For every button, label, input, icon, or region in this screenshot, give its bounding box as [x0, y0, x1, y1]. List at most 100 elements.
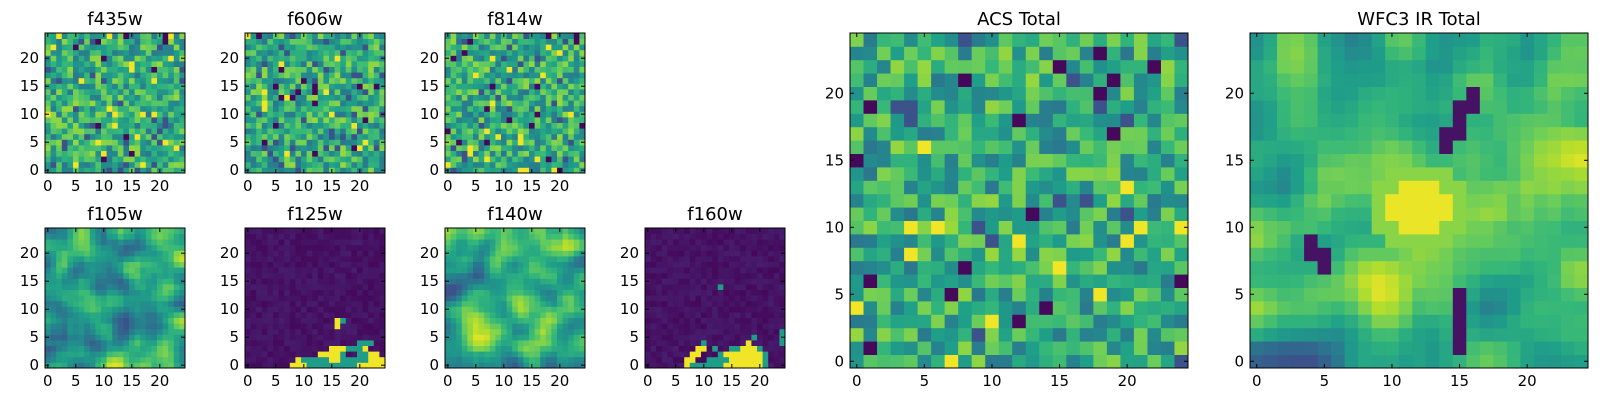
heatmap-cell: [645, 351, 651, 358]
heatmap-cell: [289, 300, 296, 307]
heatmap-cell: [289, 83, 296, 90]
heatmap-cell: [461, 145, 468, 151]
heatmap-cell: [461, 167, 468, 174]
heatmap-cell: [529, 161, 535, 168]
x-tick-label: 5: [71, 372, 81, 390]
heatmap-cell: [545, 284, 552, 290]
heatmap-cell: [540, 128, 547, 135]
heatmap-cell: [379, 161, 386, 168]
heatmap-cell: [301, 340, 307, 346]
heatmap-cell: [129, 334, 135, 341]
heatmap-cell: [56, 105, 63, 112]
heatmap-cell: [850, 167, 864, 181]
heatmap-cell: [334, 150, 341, 157]
heatmap-cell: [467, 156, 474, 163]
plot-frame: [44, 32, 186, 174]
heatmap-cell: [523, 244, 530, 251]
heatmap-cell: [317, 61, 324, 67]
heatmap-cell: [78, 161, 85, 168]
heatmap-cell: [162, 328, 169, 335]
heatmap-cell: [351, 351, 358, 358]
heatmap-cell: [145, 278, 152, 285]
heatmap-cell: [944, 220, 959, 235]
heatmap-cell: [67, 228, 74, 234]
heatmap-cell: [958, 247, 973, 262]
heatmap-cell: [678, 356, 685, 363]
heatmap-cell: [306, 356, 313, 363]
heatmap-cell: [106, 351, 113, 358]
heatmap-cell: [95, 312, 102, 318]
heatmap-cell: [134, 161, 141, 168]
heatmap-cell: [362, 256, 369, 262]
heatmap-cell: [484, 295, 491, 302]
heatmap-cell: [284, 261, 291, 268]
heatmap-cell: [45, 156, 51, 163]
heatmap-cell: [340, 89, 347, 95]
heatmap-cell: [289, 356, 296, 363]
heatmap-cell: [340, 150, 347, 157]
heatmap-cell: [162, 340, 169, 346]
heatmap-cell: [95, 289, 102, 296]
heatmap-cell: [162, 111, 169, 118]
heatmap-cell: [168, 38, 175, 45]
heatmap-cell: [456, 89, 463, 95]
heatmap-cell: [1012, 327, 1027, 342]
heatmap-cell: [495, 228, 502, 234]
heatmap-cell: [329, 145, 335, 151]
heatmap-cell: [250, 356, 257, 363]
heatmap-cell: [73, 49, 79, 56]
heatmap-cell: [78, 150, 85, 157]
heatmap-cell: [101, 105, 107, 112]
heatmap-cell: [106, 150, 113, 157]
heatmap-cell: [557, 250, 563, 257]
heatmap-cell: [117, 306, 124, 313]
heatmap-cell: [323, 278, 330, 285]
heatmap-cell: [245, 100, 251, 107]
heatmap-cell: [117, 278, 124, 285]
heatmap-cell: [245, 239, 251, 246]
heatmap-cell: [173, 94, 180, 101]
heatmap-cell: [295, 340, 302, 346]
heatmap-cell: [89, 156, 96, 163]
heatmap-cell: [306, 351, 313, 358]
heatmap-cell: [512, 362, 519, 369]
heatmap-cell: [117, 77, 124, 84]
heatmap-cell: [317, 356, 324, 363]
heatmap-cell: [379, 156, 386, 163]
heatmap-cell: [456, 133, 463, 140]
heatmap-cell: [540, 328, 547, 335]
heatmap-cell: [734, 239, 741, 246]
heatmap-cell: [467, 89, 474, 95]
heatmap-cell: [334, 267, 341, 274]
heatmap-cell: [506, 111, 513, 118]
heatmap-cell: [168, 150, 175, 157]
heatmap-cell: [329, 105, 335, 112]
heatmap-cell: [168, 278, 175, 285]
heatmap-cell: [762, 340, 769, 346]
heatmap-cell: [157, 289, 163, 296]
heatmap-cell: [695, 267, 702, 274]
heatmap-cell: [723, 250, 730, 257]
heatmap-cell: [506, 267, 513, 274]
heatmap-cell: [673, 317, 679, 324]
heatmap-cell: [684, 289, 691, 296]
x-tick-label: 15: [522, 372, 541, 390]
heatmap-cell: [695, 334, 702, 341]
heatmap-cell: [317, 94, 324, 101]
heatmap-cell: [456, 167, 463, 174]
heatmap-cell: [734, 340, 741, 346]
heatmap-cell: [95, 139, 102, 146]
heatmap-cell: [112, 145, 119, 151]
heatmap-cell: [78, 300, 85, 307]
heatmap-cell: [351, 328, 358, 335]
heatmap-cell: [368, 100, 375, 107]
heatmap-cell: [301, 351, 307, 358]
heatmap-cell: [745, 295, 752, 302]
heatmap-cell: [931, 220, 946, 235]
heatmap-cell: [106, 244, 113, 251]
heatmap-cell: [373, 111, 380, 118]
heatmap-cell: [301, 256, 307, 262]
heatmap-cell: [512, 328, 519, 335]
heatmap-cell: [562, 38, 569, 45]
heatmap-cell: [456, 72, 463, 79]
